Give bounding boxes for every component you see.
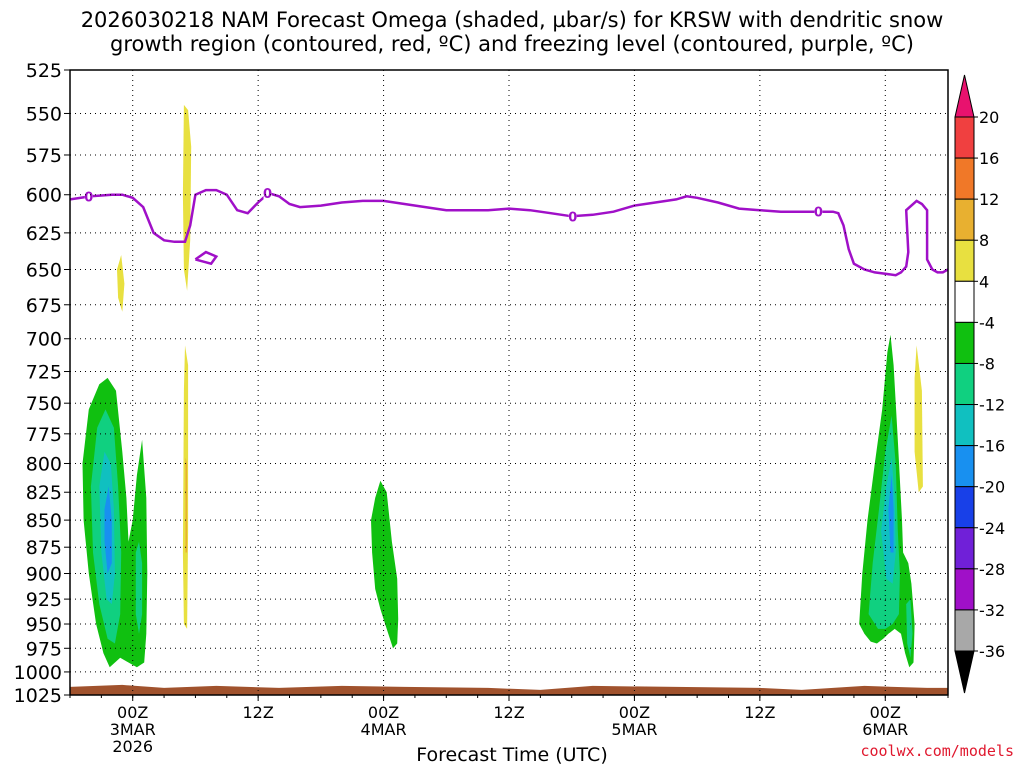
colorbar-box [954, 239, 975, 282]
omega-region--16 [104, 486, 112, 574]
colorbar-box [954, 362, 975, 406]
colorbar-label: -16 [979, 437, 1005, 456]
y-tick-label: 650 [26, 260, 62, 282]
colorbar-label: -36 [979, 642, 1005, 661]
source-credit: coolwx.com/models [860, 742, 1014, 760]
colorbar-label: -12 [979, 396, 1005, 415]
y-tick-label: 775 [26, 424, 62, 446]
y-tick-label: 800 [26, 453, 62, 475]
colorbar-label: -32 [979, 601, 1005, 620]
freezing-level-closed-contour [194, 250, 219, 266]
colorbar-box [954, 157, 975, 200]
colorbar-label: 4 [979, 272, 989, 291]
y-tick-label: 625 [26, 223, 62, 245]
x-tick-label: 12Z [242, 703, 273, 722]
x-tick-label: 00Z [368, 703, 399, 722]
colorbar-label: -4 [979, 313, 995, 332]
y-tick-label: 700 [26, 329, 62, 351]
freezing-level-label: 0 [84, 190, 93, 205]
x-axis-label: Forecast Time (UTC) [416, 744, 608, 766]
omega-region--4 [371, 480, 399, 649]
y-tick-label: 975 [26, 638, 62, 660]
colorbar-box [954, 486, 975, 529]
colorbar-box [954, 404, 975, 447]
contour-label-bg [263, 186, 272, 200]
x-tick-label: 6MAR [862, 720, 908, 739]
x-tick-label: 12Z [493, 703, 524, 722]
omega-region--16 [888, 475, 894, 553]
omega-colorbar: 20 16 12 8 4 -4 -8 -12 -16 -20 -24 -28 -32 -36 [954, 74, 1005, 694]
colorbar-box [954, 609, 975, 652]
y-tick-label: 725 [26, 362, 62, 384]
x-tick-label: 00Z [619, 703, 650, 722]
colorbar-label: -24 [979, 519, 1005, 538]
omega-region--8 [906, 599, 913, 658]
y-tick-label: 750 [26, 393, 62, 415]
x-tick-label: 2026 [112, 737, 153, 756]
y-tick-label: 575 [26, 145, 62, 167]
colorbar-box [954, 280, 975, 323]
colorbar-label: 16 [979, 149, 999, 168]
y-tick-label: 850 [26, 510, 62, 532]
omega-region--8 [135, 541, 143, 634]
x-tick-label: 12Z [744, 703, 775, 722]
y-tick-label: 925 [26, 589, 62, 611]
colorbar-label: -28 [979, 560, 1005, 579]
omega-region-4 [117, 255, 125, 312]
colorbar-box [954, 445, 975, 488]
colorbar-box [954, 527, 975, 570]
y-tick-label: 1025 [14, 685, 62, 707]
colorbar-label: 20 [979, 108, 999, 127]
freezing-level-label: 0 [814, 206, 823, 221]
freezing-level-label: 0 [568, 210, 577, 225]
y-tick-label: 525 [26, 60, 62, 82]
axes: 525 550 575 600 625 650 675 700 725 750 775 800 825 8… [14, 60, 949, 756]
y-tick-label: 900 [26, 564, 62, 586]
colorbar-box [954, 198, 975, 241]
contour-label-bg [568, 209, 577, 223]
y-tick-label: 600 [26, 185, 62, 207]
plot-area: 0 0 0 0 [70, 104, 948, 695]
x-tick-label: 5MAR [611, 720, 657, 739]
colorbar-box [954, 116, 975, 159]
x-tick-label: 00Z [117, 703, 148, 722]
y-tick-label: 1000 [14, 662, 62, 684]
y-tick-label: 825 [26, 482, 62, 504]
colorbar-box [954, 568, 975, 611]
colorbar-label: 8 [979, 231, 989, 250]
colorbar-label: 12 [979, 190, 999, 209]
colorbar-bottom-triangle [954, 650, 975, 694]
y-tick-label: 875 [26, 537, 62, 559]
freezing-level-contour [70, 188, 948, 277]
contour-label-bg [84, 189, 93, 203]
chart-title-line-2: growth region (contoured, red, ºC) and f… [110, 32, 914, 56]
y-tick-label: 550 [26, 103, 62, 125]
x-tick-label: 00Z [870, 703, 901, 722]
contour-label-bg [814, 204, 823, 218]
colorbar-label: -20 [979, 478, 1005, 497]
colorbar-label: -8 [979, 354, 995, 373]
x-tick-label: 4MAR [361, 720, 407, 739]
colorbar-top-triangle [954, 74, 975, 118]
grid-lines [70, 70, 948, 695]
chart-title-line-1: 2026030218 NAM Forecast Omega (shaded, µ… [80, 8, 944, 32]
freezing-level-label: 0 [263, 187, 272, 202]
ground-surface [70, 684, 948, 695]
omega-region-4 [914, 345, 923, 493]
omega-region-4 [182, 104, 192, 291]
colorbar-box [954, 321, 975, 364]
y-tick-label: 950 [26, 614, 62, 636]
y-tick-label: 675 [26, 295, 62, 317]
omega-region-8 [185, 457, 188, 553]
plot-frame [69, 69, 949, 696]
x-tick-label: 3MAR [110, 720, 156, 739]
